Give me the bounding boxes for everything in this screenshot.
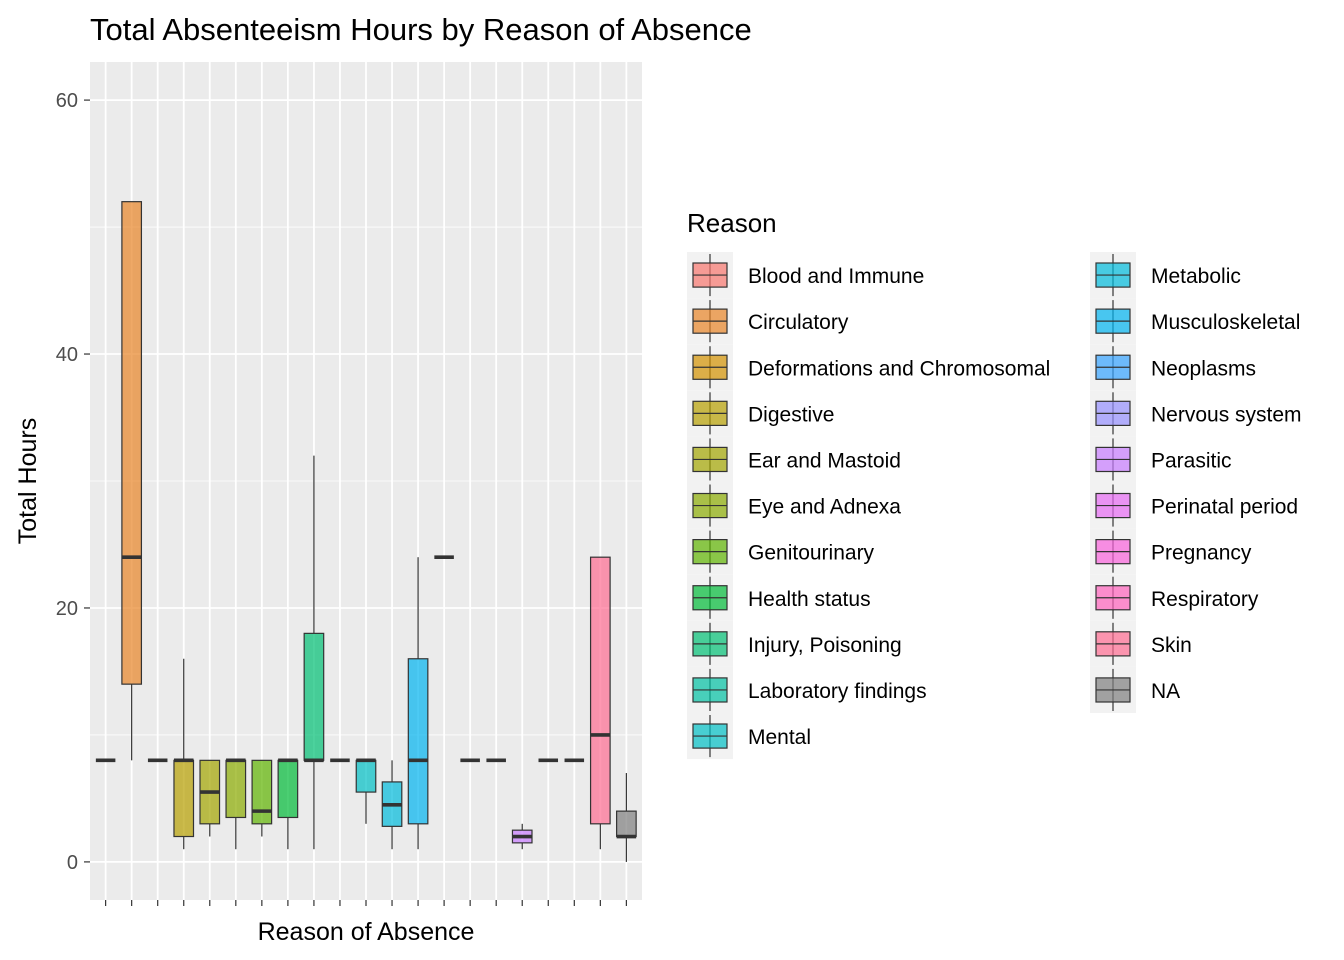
legend-item: Digestive	[687, 390, 834, 437]
chart-title: Total Absenteeism Hours by Reason of Abs…	[90, 12, 752, 47]
y-tick-label: 60	[56, 90, 78, 112]
legend-label: Nervous system	[1151, 403, 1302, 426]
box-17	[511, 823, 533, 850]
legend-label: Genitourinary	[748, 542, 875, 565]
legend: Blood and Immune Circulatory Deformations …	[687, 252, 1302, 760]
box-11	[355, 758, 377, 824]
legend-label: Deformations and Chromosomal	[748, 357, 1050, 380]
box-body	[589, 556, 611, 825]
legend-item: Health status	[687, 574, 871, 621]
box-body	[121, 201, 143, 685]
legend-label: Digestive	[748, 403, 834, 426]
y-axis: 0 20 40 60	[56, 90, 627, 906]
box-9	[303, 455, 325, 850]
legend-item: Deformations and Chromosomal	[687, 344, 1050, 391]
box-body	[616, 810, 637, 838]
legend-label: Musculoskeletal	[1151, 311, 1300, 334]
box-body	[251, 759, 273, 825]
legend-item: Injury, Poisoning	[687, 620, 902, 667]
y-tick-label: 20	[56, 598, 78, 620]
legend-item: Genitourinary	[687, 528, 875, 575]
legend-label: Perinatal period	[1151, 496, 1298, 519]
box-20	[589, 556, 611, 850]
legend-item: Eye and Adnexa	[687, 482, 901, 529]
box-13	[407, 557, 429, 850]
legend-item: Mental	[687, 713, 811, 760]
box-body	[173, 759, 195, 838]
legend-title: Reason	[687, 208, 777, 238]
box-21	[616, 773, 637, 862]
box-body	[277, 759, 299, 819]
box-body	[407, 658, 429, 825]
legend-label: Mental	[748, 726, 811, 749]
legend-item: Parasitic	[1090, 436, 1232, 483]
box-12	[381, 760, 403, 850]
legend-item: Laboratory findings	[687, 666, 927, 713]
y-tick-label: 0	[67, 852, 78, 874]
legend-label: Injury, Poisoning	[748, 634, 902, 657]
box-body	[225, 759, 247, 819]
box-7	[251, 759, 273, 837]
legend-item: Skin	[1090, 620, 1192, 667]
box-body	[303, 632, 325, 761]
legend-item: Blood and Immune	[687, 252, 924, 299]
legend-label: Health status	[748, 588, 871, 611]
box-5	[199, 759, 221, 837]
box-body	[355, 759, 377, 793]
legend-item: Respiratory	[1090, 574, 1259, 621]
box-6	[225, 758, 247, 850]
legend-label: Eye and Adnexa	[748, 496, 901, 519]
legend-item: Nervous system	[1090, 390, 1302, 437]
legend-item: Perinatal period	[1090, 482, 1298, 529]
box-4	[173, 658, 195, 850]
legend-label: Parasitic	[1151, 449, 1232, 472]
legend-item: Musculoskeletal	[1090, 298, 1300, 345]
y-tick-label: 40	[56, 344, 78, 366]
legend-label: NA	[1151, 680, 1180, 703]
legend-item: Pregnancy	[1090, 528, 1252, 575]
legend-label: Respiratory	[1151, 588, 1259, 611]
legend-label: Metabolic	[1151, 265, 1241, 288]
legend-label: Blood and Immune	[748, 265, 924, 288]
box-series	[95, 201, 637, 862]
legend-item: Ear and Mastoid	[687, 436, 901, 483]
legend-label: Circulatory	[748, 311, 849, 334]
legend-label: Ear and Mastoid	[748, 449, 901, 472]
legend-item: Metabolic	[1090, 252, 1241, 299]
legend-label: Laboratory findings	[748, 680, 927, 703]
legend-label: Neoplasms	[1151, 357, 1256, 380]
legend-label: Pregnancy	[1151, 542, 1252, 565]
y-axis-title: Total Hours	[14, 418, 42, 544]
box-8	[277, 758, 299, 850]
x-axis-title: Reason of Absence	[258, 918, 475, 946]
legend-label: Skin	[1151, 634, 1192, 657]
box-2	[121, 201, 143, 761]
legend-item: NA	[1090, 666, 1180, 713]
legend-item: Neoplasms	[1090, 344, 1256, 391]
legend-item: Circulatory	[687, 298, 849, 345]
